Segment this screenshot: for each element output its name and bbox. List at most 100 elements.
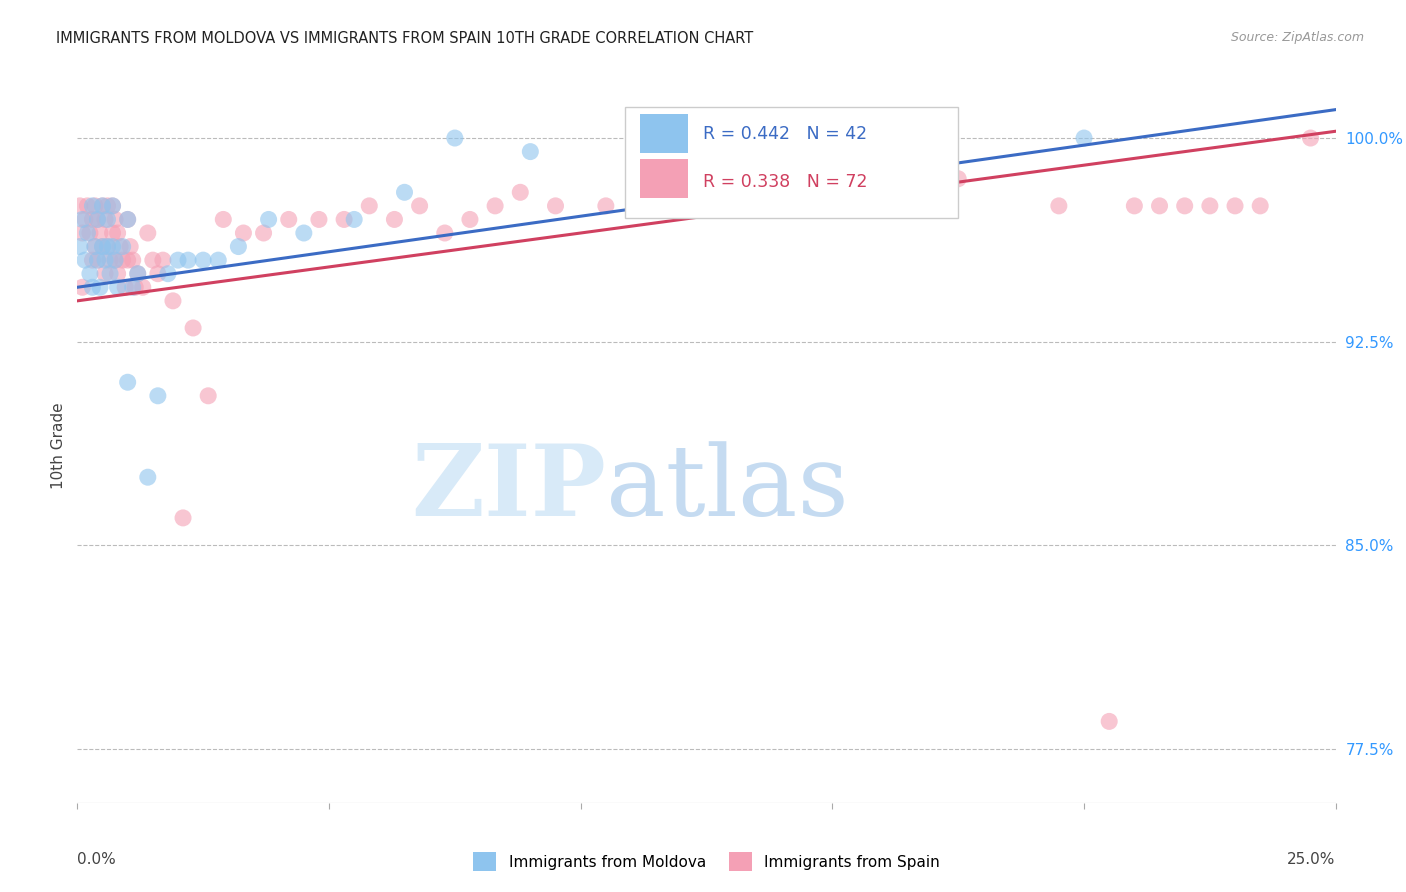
Point bbox=[720, 131, 742, 145]
Bar bbox=[640, 159, 688, 198]
Point bbox=[82, 280, 104, 294]
Point bbox=[98, 253, 121, 268]
Point bbox=[308, 212, 330, 227]
Point bbox=[252, 226, 274, 240]
Point bbox=[114, 280, 136, 294]
Point bbox=[117, 253, 139, 268]
Text: Source: ZipAtlas.com: Source: ZipAtlas.com bbox=[1230, 31, 1364, 45]
Point bbox=[101, 239, 124, 253]
Point bbox=[191, 253, 215, 268]
Point bbox=[91, 199, 114, 213]
Point bbox=[544, 199, 567, 213]
Point bbox=[96, 212, 118, 227]
Point bbox=[207, 253, 229, 268]
Point bbox=[359, 199, 381, 213]
Point bbox=[69, 199, 91, 213]
Point bbox=[1223, 199, 1246, 213]
Point bbox=[82, 212, 104, 227]
Point bbox=[156, 267, 179, 281]
Point bbox=[89, 280, 111, 294]
Text: ZIP: ZIP bbox=[411, 441, 606, 537]
Point bbox=[117, 376, 139, 390]
Point bbox=[197, 389, 219, 403]
Point bbox=[846, 186, 869, 200]
Point bbox=[595, 199, 617, 213]
Point bbox=[509, 186, 531, 200]
Point bbox=[484, 199, 506, 213]
Point bbox=[111, 239, 134, 253]
Point bbox=[101, 199, 124, 213]
Point bbox=[96, 199, 118, 213]
Point bbox=[101, 199, 124, 213]
Point bbox=[1047, 199, 1070, 213]
Point bbox=[1123, 199, 1146, 213]
Point bbox=[79, 226, 101, 240]
Point bbox=[408, 199, 430, 213]
Point bbox=[343, 212, 366, 227]
Point bbox=[1249, 199, 1271, 213]
Point bbox=[86, 212, 108, 227]
Point bbox=[146, 267, 169, 281]
Point bbox=[104, 253, 127, 268]
Point bbox=[1149, 199, 1171, 213]
Point bbox=[136, 226, 159, 240]
Point bbox=[519, 145, 541, 159]
Point bbox=[212, 212, 235, 227]
Point bbox=[257, 212, 280, 227]
Point bbox=[89, 226, 111, 240]
Point bbox=[121, 253, 143, 268]
Point bbox=[1073, 131, 1095, 145]
Point bbox=[107, 267, 129, 281]
Text: R = 0.338   N = 72: R = 0.338 N = 72 bbox=[703, 173, 868, 191]
Point bbox=[108, 239, 131, 253]
Point bbox=[121, 280, 143, 294]
Point bbox=[136, 470, 159, 484]
Point bbox=[127, 267, 149, 281]
Point bbox=[162, 293, 184, 308]
Point bbox=[94, 253, 117, 268]
Point bbox=[107, 226, 129, 240]
Point bbox=[72, 280, 94, 294]
Point bbox=[1199, 199, 1222, 213]
Point bbox=[277, 212, 299, 227]
Point bbox=[72, 226, 94, 240]
Bar bbox=[640, 114, 688, 153]
Point bbox=[167, 253, 190, 268]
Point bbox=[333, 212, 356, 227]
Point bbox=[82, 253, 104, 268]
Point bbox=[232, 226, 254, 240]
Point bbox=[101, 226, 124, 240]
Point bbox=[84, 239, 107, 253]
Point bbox=[94, 267, 117, 281]
Point bbox=[96, 239, 118, 253]
Point bbox=[86, 253, 108, 268]
Point bbox=[394, 186, 416, 200]
Point bbox=[142, 253, 165, 268]
Point bbox=[76, 199, 98, 213]
Point bbox=[117, 212, 139, 227]
Point bbox=[111, 253, 134, 268]
Point bbox=[117, 212, 139, 227]
Point bbox=[76, 226, 98, 240]
FancyBboxPatch shape bbox=[624, 107, 959, 218]
Point bbox=[127, 267, 149, 281]
Point bbox=[384, 212, 406, 227]
Point bbox=[72, 212, 94, 227]
Point bbox=[458, 212, 481, 227]
Text: 0.0%: 0.0% bbox=[77, 852, 117, 867]
Point bbox=[745, 199, 768, 213]
Y-axis label: 10th Grade: 10th Grade bbox=[51, 402, 66, 490]
Point bbox=[86, 212, 108, 227]
Point bbox=[91, 239, 114, 253]
Point bbox=[73, 253, 96, 268]
Text: atlas: atlas bbox=[606, 441, 849, 537]
Point bbox=[82, 199, 104, 213]
Point bbox=[98, 267, 121, 281]
Point bbox=[79, 267, 101, 281]
Point bbox=[292, 226, 315, 240]
Point bbox=[1174, 199, 1197, 213]
Point bbox=[124, 280, 146, 294]
Point bbox=[177, 253, 200, 268]
Text: 25.0%: 25.0% bbox=[1288, 852, 1336, 867]
Point bbox=[69, 239, 91, 253]
